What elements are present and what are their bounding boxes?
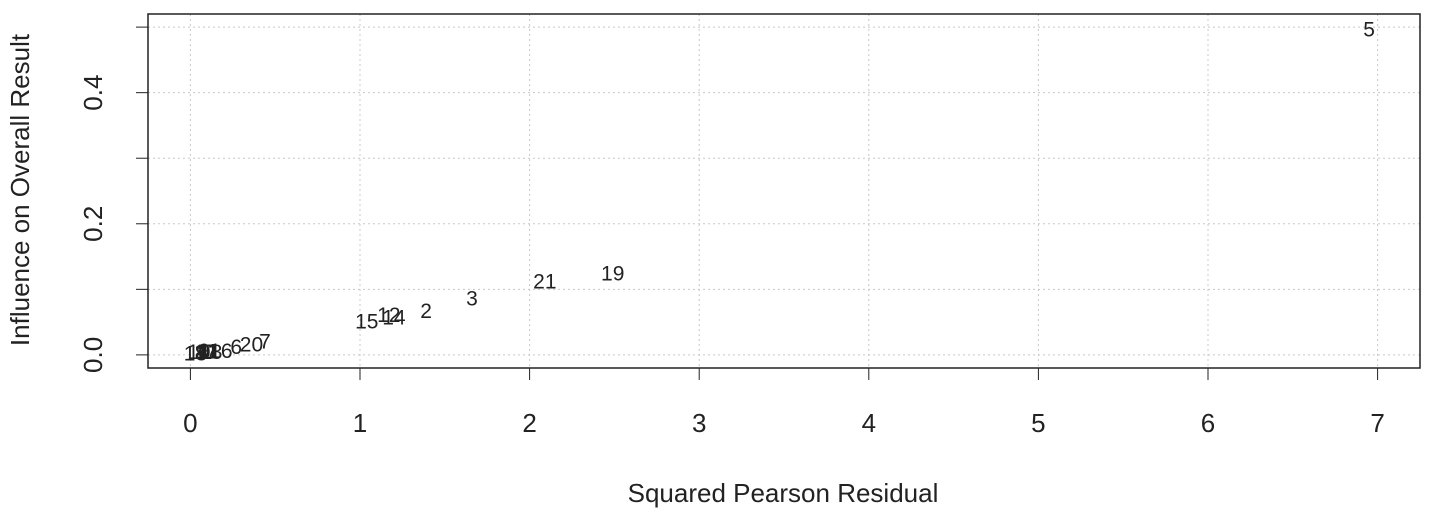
x-tick-label: 3	[692, 408, 706, 438]
x-tick-label: 2	[522, 408, 536, 438]
point-label: 12	[377, 304, 400, 327]
point-label: 19	[601, 262, 624, 285]
plot-frame	[147, 13, 1421, 369]
point-label: 3	[466, 287, 478, 310]
x-axis-label: Squared Pearson Residual	[628, 478, 939, 508]
point-label: 10	[187, 341, 210, 364]
point-label: 6	[230, 336, 242, 359]
point-label: 4	[196, 340, 208, 363]
y-tick-label: 0.2	[78, 206, 108, 242]
point-label: 11	[196, 340, 218, 363]
point-label: 7	[259, 331, 271, 354]
point-label: 5	[1363, 19, 1375, 42]
point-label: 14	[382, 306, 406, 329]
point-label: 15	[355, 310, 378, 333]
point-label: 17	[194, 341, 217, 364]
y-tick-label: 0.0	[78, 337, 108, 373]
point-label: 18	[184, 342, 207, 365]
point-label: 8	[195, 342, 207, 365]
point-label: 20	[240, 333, 263, 356]
point-label: 9	[198, 340, 210, 363]
x-tick-label: 6	[1201, 408, 1215, 438]
x-tick-label: 4	[862, 408, 876, 438]
point-label: 1	[208, 340, 220, 363]
y-tick-label: 0.4	[78, 75, 108, 111]
point-label: 13	[199, 341, 222, 364]
y-axis-label: Influence on Overall Result	[5, 33, 35, 346]
x-tick-label: 7	[1370, 408, 1384, 438]
x-tick-label: 1	[353, 408, 367, 438]
point-label: 21	[533, 270, 556, 293]
x-tick-label: 5	[1031, 408, 1045, 438]
point-label: 16	[209, 340, 232, 363]
x-tick-label: 0	[183, 408, 197, 438]
point-label: 2	[420, 300, 432, 323]
